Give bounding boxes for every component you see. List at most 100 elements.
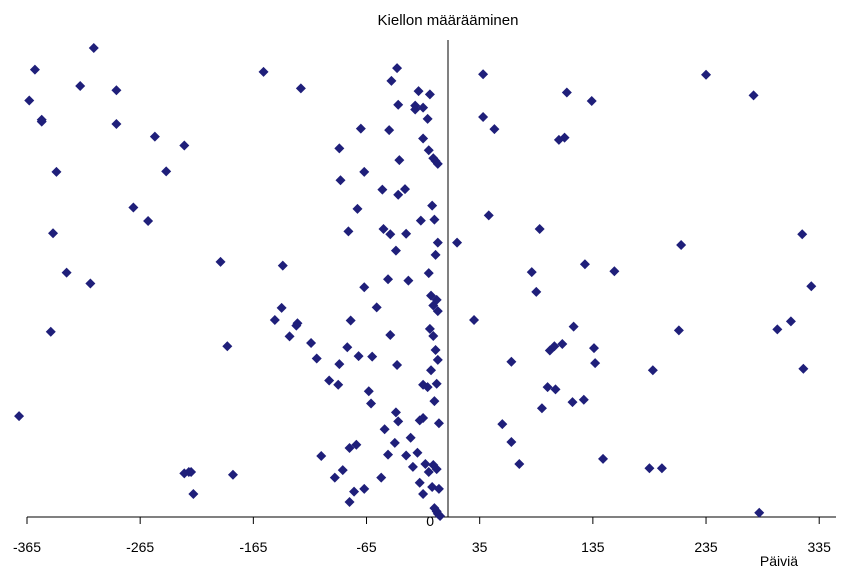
data-point: [432, 354, 443, 365]
data-point: [534, 224, 545, 235]
data-point: [306, 338, 317, 349]
data-point: [383, 449, 394, 460]
data-point: [284, 331, 295, 342]
data-point: [428, 330, 439, 341]
data-point: [420, 459, 431, 470]
data-point: [432, 237, 443, 248]
data-point: [29, 64, 40, 75]
data-point: [435, 511, 446, 522]
x-tick-label: -165: [239, 539, 267, 555]
data-point: [385, 330, 396, 341]
data-point: [311, 353, 322, 364]
data-point: [586, 95, 597, 106]
data-point: [393, 99, 404, 110]
data-point: [179, 468, 190, 479]
chart-title: Kiellon määrääminen: [378, 12, 519, 29]
data-point: [478, 111, 489, 122]
data-point: [431, 464, 442, 475]
data-point: [377, 184, 388, 195]
x-axis-label: Päiviä: [760, 553, 798, 569]
data-point: [423, 466, 434, 477]
data-point: [393, 189, 404, 200]
data-point: [561, 87, 572, 98]
data-point: [215, 256, 226, 267]
data-point: [656, 463, 667, 474]
data-point: [128, 202, 139, 213]
data-point: [405, 432, 416, 443]
data-point: [418, 133, 429, 144]
data-point: [424, 323, 435, 334]
data-point: [772, 324, 783, 335]
data-points-group: [14, 43, 817, 522]
x-ticks-group: -365 -265 -165 -65 35 135 235 335: [13, 517, 831, 555]
data-point: [578, 394, 589, 405]
data-point: [748, 90, 759, 101]
data-point: [379, 424, 390, 435]
data-point: [36, 114, 47, 125]
data-point: [334, 359, 345, 370]
data-point: [355, 123, 366, 134]
data-point: [701, 69, 712, 80]
data-point: [598, 453, 609, 464]
x-tick-label: 335: [808, 539, 832, 555]
data-point: [276, 302, 287, 313]
data-point: [403, 275, 414, 286]
data-point: [430, 345, 441, 356]
data-point: [426, 365, 437, 376]
data-point: [378, 224, 389, 235]
data-point: [588, 343, 599, 354]
data-point: [352, 203, 363, 214]
data-point: [295, 83, 306, 94]
data-point: [401, 450, 412, 461]
data-point: [222, 341, 233, 352]
data-point: [644, 463, 655, 474]
data-point: [386, 75, 397, 86]
data-point: [423, 145, 434, 156]
data-point: [797, 229, 808, 240]
data-point: [329, 472, 340, 483]
data-point: [550, 384, 561, 395]
x-tick-label: 135: [581, 539, 605, 555]
data-point: [149, 131, 160, 142]
data-point: [429, 214, 440, 225]
data-point: [188, 489, 199, 500]
data-point: [383, 274, 394, 285]
data-point: [334, 143, 345, 154]
data-point: [590, 358, 601, 369]
data-point: [337, 465, 348, 476]
data-point: [335, 175, 346, 186]
data-point: [392, 360, 403, 371]
data-point: [45, 326, 56, 337]
data-point: [536, 403, 547, 414]
x-tick-label: 35: [472, 539, 488, 555]
data-point: [367, 351, 378, 362]
data-point: [333, 379, 344, 390]
data-point: [559, 132, 570, 143]
data-point: [407, 461, 418, 472]
data-point: [433, 418, 444, 429]
data-point: [427, 200, 438, 211]
data-point: [431, 378, 442, 389]
data-point: [351, 439, 362, 450]
data-point: [412, 447, 423, 458]
data-point: [418, 379, 429, 390]
data-point: [418, 489, 429, 500]
x-tick-label: -365: [13, 539, 41, 555]
data-point: [390, 245, 401, 256]
data-point: [430, 249, 441, 260]
data-point: [88, 43, 99, 53]
data-point: [143, 216, 154, 227]
data-point: [431, 294, 442, 305]
data-point: [342, 342, 353, 353]
data-point: [432, 306, 443, 317]
data-point: [806, 281, 817, 292]
data-point: [363, 386, 374, 397]
data-point: [673, 325, 684, 336]
data-point: [111, 85, 122, 96]
data-point: [316, 451, 327, 462]
data-point: [393, 416, 404, 427]
x-tick-label: 235: [694, 539, 718, 555]
data-point: [61, 267, 72, 278]
data-point: [609, 266, 620, 277]
data-point: [549, 341, 560, 352]
